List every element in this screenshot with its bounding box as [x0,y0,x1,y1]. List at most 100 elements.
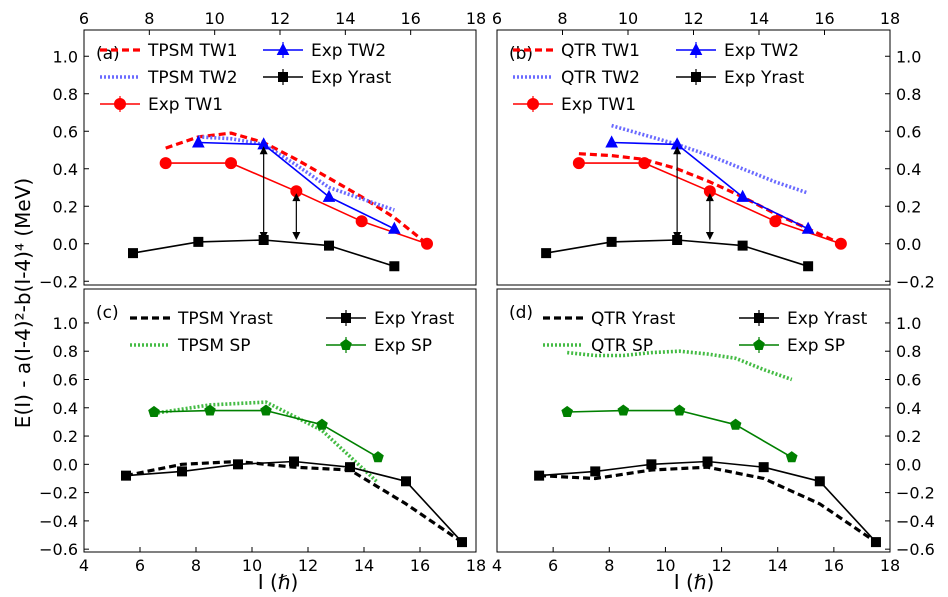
data-point [785,451,798,463]
y-tick-label: −0.4 [39,512,78,531]
arrow-head-up [292,193,301,202]
y-tick-label: 0.2 [896,197,921,216]
legend-label: Exp Yrast [311,68,392,88]
y-tick-label: −0.4 [896,512,935,531]
chart-panel: 6 8 10 12 14 16 18−0.20.00.20.40.60.81.0(b) QTR… [492,9,935,291]
legend-entry: TPSM TW2 [100,68,238,88]
data-point [128,248,138,259]
y-tick-label: 0.8 [896,85,921,104]
y-tick-label: 0.6 [53,370,78,389]
data-point [193,236,204,247]
x-tick-label: 18 [880,556,900,575]
legend-entry: Exp Yrast [739,309,868,329]
y-tick-label: 0.6 [896,370,921,389]
series [121,456,467,548]
arrow-head-down [292,232,301,240]
y-tick-label: 0.8 [53,342,78,361]
x-tick-label: 4 [492,556,502,575]
arrow-head-down [259,232,268,240]
series-line [165,131,429,246]
x-tick-label: 12 [711,556,731,575]
data-point [121,470,131,481]
x-tick-label: 18 [880,9,900,28]
x-tick-label: 4 [79,556,89,575]
legend-label: QTR TW2 [561,68,640,88]
y-tick-label: −0.2 [896,484,935,503]
series [159,157,433,250]
legend-entry: QTR Yrast [543,309,676,329]
series-line [611,123,809,195]
x-tick-label: 8 [557,9,567,28]
data-point [355,215,368,228]
series-line [567,409,793,458]
data-point [316,418,328,430]
series [605,135,815,234]
series [611,123,809,195]
y-axis-label: E(I) - a(I-4)²-b(I-4)⁴ (MeV) [11,178,35,428]
legend-marker [754,313,764,323]
energy-gap-arrow [705,193,714,240]
data-point [457,537,467,548]
data-point [322,189,336,202]
legend: TPSM TW1 TPSM TW2 Exp TW1 Exp TW2 Exp Yrast [100,41,392,115]
data-point [389,261,400,272]
legend-label: Exp TW2 [724,41,799,61]
x-tick-label: 12 [270,9,290,28]
legend-entry: Exp Yrast [676,68,805,88]
data-point [758,462,769,473]
x-tick-label: 18 [466,9,486,28]
series-line [539,460,877,543]
data-point [814,476,825,487]
data-point [289,456,299,467]
y-tick-label: 0.2 [53,197,78,216]
y-tick-label: 0.8 [896,342,921,361]
x-tick-label: 16 [400,9,420,28]
series [153,400,380,485]
plot-frame [496,288,891,553]
x-tick-label: 14 [768,556,788,575]
y-tick-label: 0.8 [53,85,78,104]
legend: TPSM Yrast TPSM SP Exp Yrast Exp SP [130,309,455,356]
data-point [225,157,237,170]
y-tick-label: 0.0 [53,455,78,474]
legend-label: Exp SP [374,336,432,356]
x-tick-label: 10 [242,556,262,575]
data-point [260,404,272,416]
series-line [611,141,809,230]
series-line [567,349,793,382]
y-tick-label: 0.4 [53,160,78,179]
legend: QTR TW1 QTR TW2 Exp TW1 Exp TW2 Exp Yrast [513,41,805,115]
data-point [177,466,187,477]
x-tick-label: 12 [683,9,703,28]
series [572,157,847,250]
data-point [372,451,384,463]
legend-label: TPSM SP [177,336,251,356]
y-tick-label: −0.2 [39,272,78,291]
legend-marker [689,42,703,55]
data-point [606,236,617,247]
legend-entry: Exp TW2 [263,41,386,61]
y-tick-label: 0.4 [896,160,921,179]
x-tick-label: 14 [749,9,769,28]
legend-label: Exp TW2 [311,41,386,61]
series-line [539,465,877,544]
x-tick-label: 16 [814,9,834,28]
legend-entry: Exp Yrast [326,309,455,329]
y-tick-label: 1.0 [896,47,921,66]
series [534,456,881,548]
legend-marker [114,98,126,110]
x-tick-label: 10 [655,556,675,575]
series-line [198,135,395,212]
x-tick-label: 8 [191,556,201,575]
legend-label: Exp Yrast [374,309,455,329]
y-tick-label: −0.2 [39,484,78,503]
legend-label: Exp Yrast [724,68,805,88]
chart-panel: 4 6 8 10 12 14 16 18 −0.6 −0.4 −0.2 0.0 0.2 0.4 0.6 0.8… [39,288,486,575]
arrow-head-down [673,232,682,240]
energy-gap-arrow [292,193,301,240]
legend-label: Exp TW1 [561,95,636,115]
panel-label: (a) [96,44,120,64]
legend-entry: Exp SP [739,336,845,356]
panel-label: (d) [509,303,533,323]
x-tick-label: 10 [618,9,638,28]
